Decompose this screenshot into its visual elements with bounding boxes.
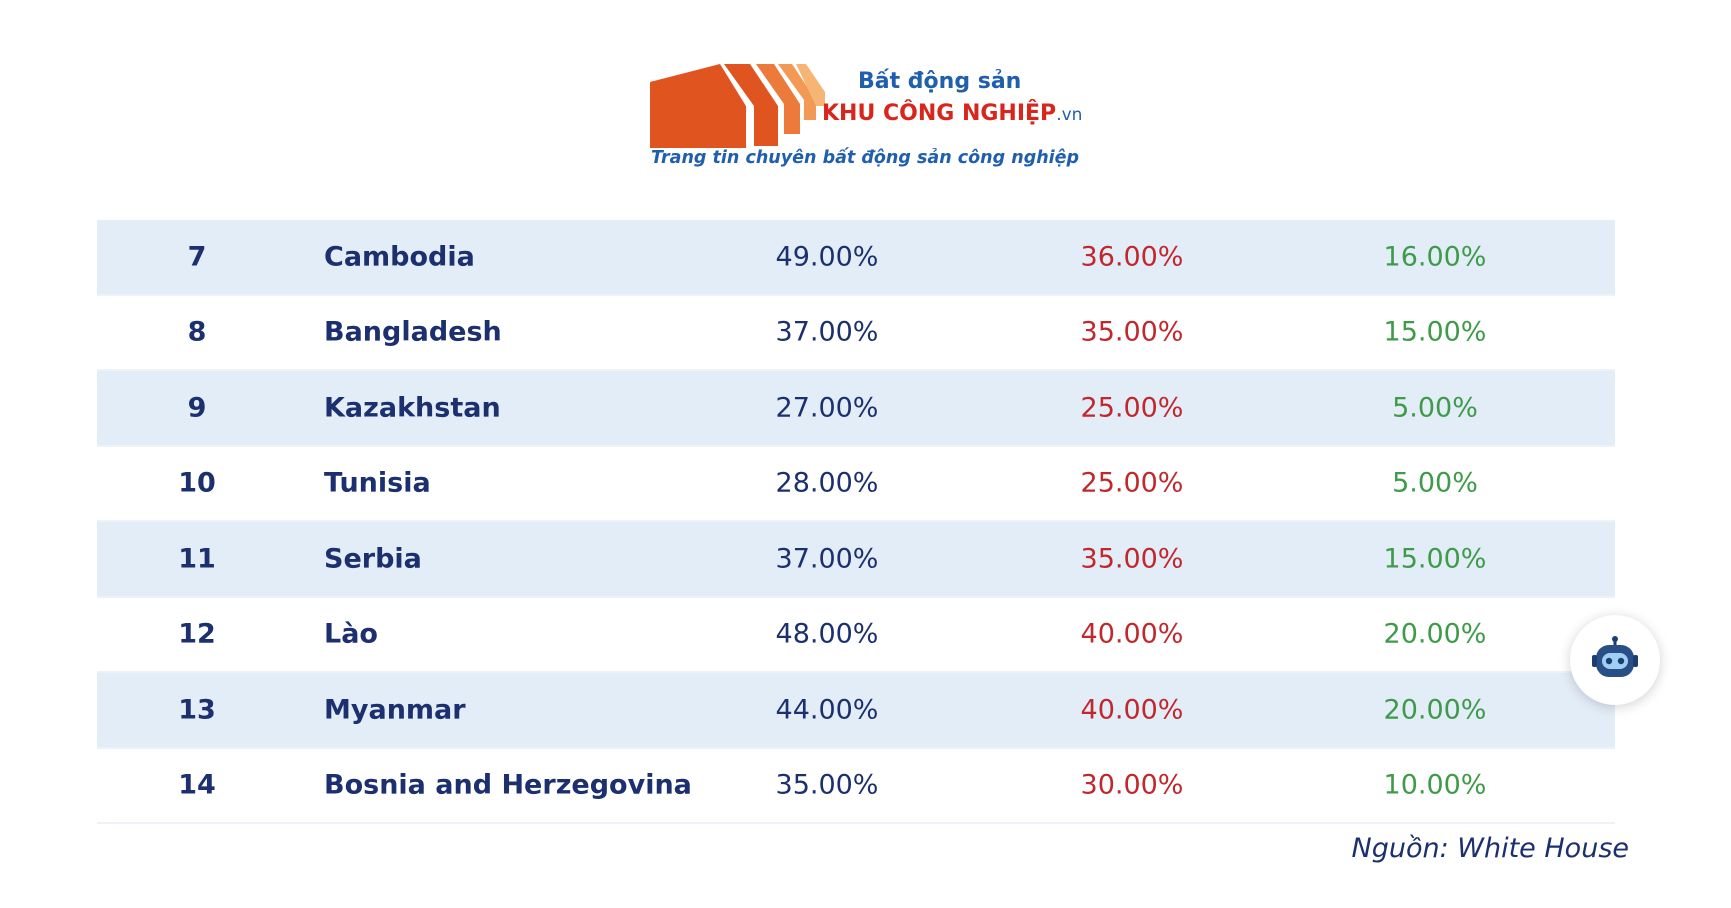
table-row: 7 Cambodia 49.00% 36.00% 16.00%	[97, 220, 1615, 296]
value-cell-3: 20.00%	[1383, 618, 1487, 650]
table-row: 12 Lào 48.00% 40.00% 20.00%	[97, 598, 1615, 673]
rank-cell: 10	[178, 467, 216, 499]
value-cell-1: 49.00%	[775, 241, 879, 273]
value-cell-1: 37.00%	[775, 543, 879, 575]
value-cell-2: 40.00%	[1080, 618, 1184, 650]
country-cell: Cambodia	[324, 241, 475, 273]
table-row: 13 Myanmar 44.00% 40.00% 20.00%	[97, 673, 1615, 749]
table-row: 10 Tunisia 28.00% 25.00% 5.00%	[97, 447, 1615, 522]
table-row: 14 Bosnia and Herzegovina 35.00% 30.00% …	[97, 749, 1615, 824]
rank-cell: 12	[178, 618, 216, 650]
value-cell-3: 5.00%	[1392, 467, 1478, 499]
table-row: 11 Serbia 37.00% 35.00% 15.00%	[97, 522, 1615, 598]
value-cell-3: 20.00%	[1383, 694, 1487, 726]
value-cell-1: 37.00%	[775, 316, 879, 348]
source-note: Nguồn: White House	[1351, 833, 1629, 864]
rank-cell: 8	[187, 316, 207, 348]
chatbot-icon	[1592, 636, 1638, 677]
value-cell-3: 10.00%	[1383, 769, 1487, 801]
value-cell-2: 25.00%	[1080, 467, 1184, 499]
value-cell-1: 28.00%	[775, 467, 879, 499]
value-cell-3: 15.00%	[1383, 543, 1487, 575]
value-cell-3: 15.00%	[1383, 316, 1487, 348]
logo-tld: .vn	[1056, 105, 1083, 125]
country-cell: Bosnia and Herzegovina	[324, 769, 692, 801]
rank-cell: 14	[178, 769, 216, 801]
value-cell-1: 48.00%	[775, 618, 879, 650]
table-row: 8 Bangladesh 37.00% 35.00% 15.00%	[97, 296, 1615, 371]
rank-cell: 13	[178, 694, 216, 726]
logo-title-line2: KHU CÔNG NGHIỆP.vn	[822, 101, 1082, 126]
value-cell-2: 25.00%	[1080, 392, 1184, 424]
value-cell-3: 16.00%	[1383, 241, 1487, 273]
logo-tagline: Trang tin chuyên bất động sản công nghiệ…	[651, 148, 1080, 168]
rank-cell: 9	[187, 392, 207, 424]
table-row: 9 Kazakhstan 27.00% 25.00% 5.00%	[97, 371, 1615, 447]
logo-brand-name: KHU CÔNG NGHIỆP	[822, 101, 1057, 126]
logo-building-icon	[650, 64, 825, 148]
value-cell-1: 27.00%	[775, 392, 879, 424]
country-cell: Tunisia	[324, 467, 431, 499]
value-cell-1: 44.00%	[775, 694, 879, 726]
country-cell: Lào	[324, 618, 378, 650]
site-logo[interactable]: Bất động sản KHU CÔNG NGHIỆP.vn Trang ti…	[650, 60, 1090, 175]
country-cell: Kazakhstan	[324, 392, 501, 424]
value-cell-2: 30.00%	[1080, 769, 1184, 801]
logo-title-line1: Bất động sản	[858, 69, 1022, 94]
chat-widget-button[interactable]	[1570, 615, 1660, 705]
rank-cell: 7	[187, 241, 207, 273]
value-cell-2: 35.00%	[1080, 543, 1184, 575]
value-cell-2: 40.00%	[1080, 694, 1184, 726]
country-cell: Myanmar	[324, 694, 466, 726]
value-cell-2: 36.00%	[1080, 241, 1184, 273]
value-cell-2: 35.00%	[1080, 316, 1184, 348]
country-cell: Serbia	[324, 543, 422, 575]
tariff-table: 7 Cambodia 49.00% 36.00% 16.00% 8 Bangla…	[97, 220, 1615, 824]
value-cell-1: 35.00%	[775, 769, 879, 801]
rank-cell: 11	[178, 543, 216, 575]
value-cell-3: 5.00%	[1392, 392, 1478, 424]
country-cell: Bangladesh	[324, 316, 502, 348]
